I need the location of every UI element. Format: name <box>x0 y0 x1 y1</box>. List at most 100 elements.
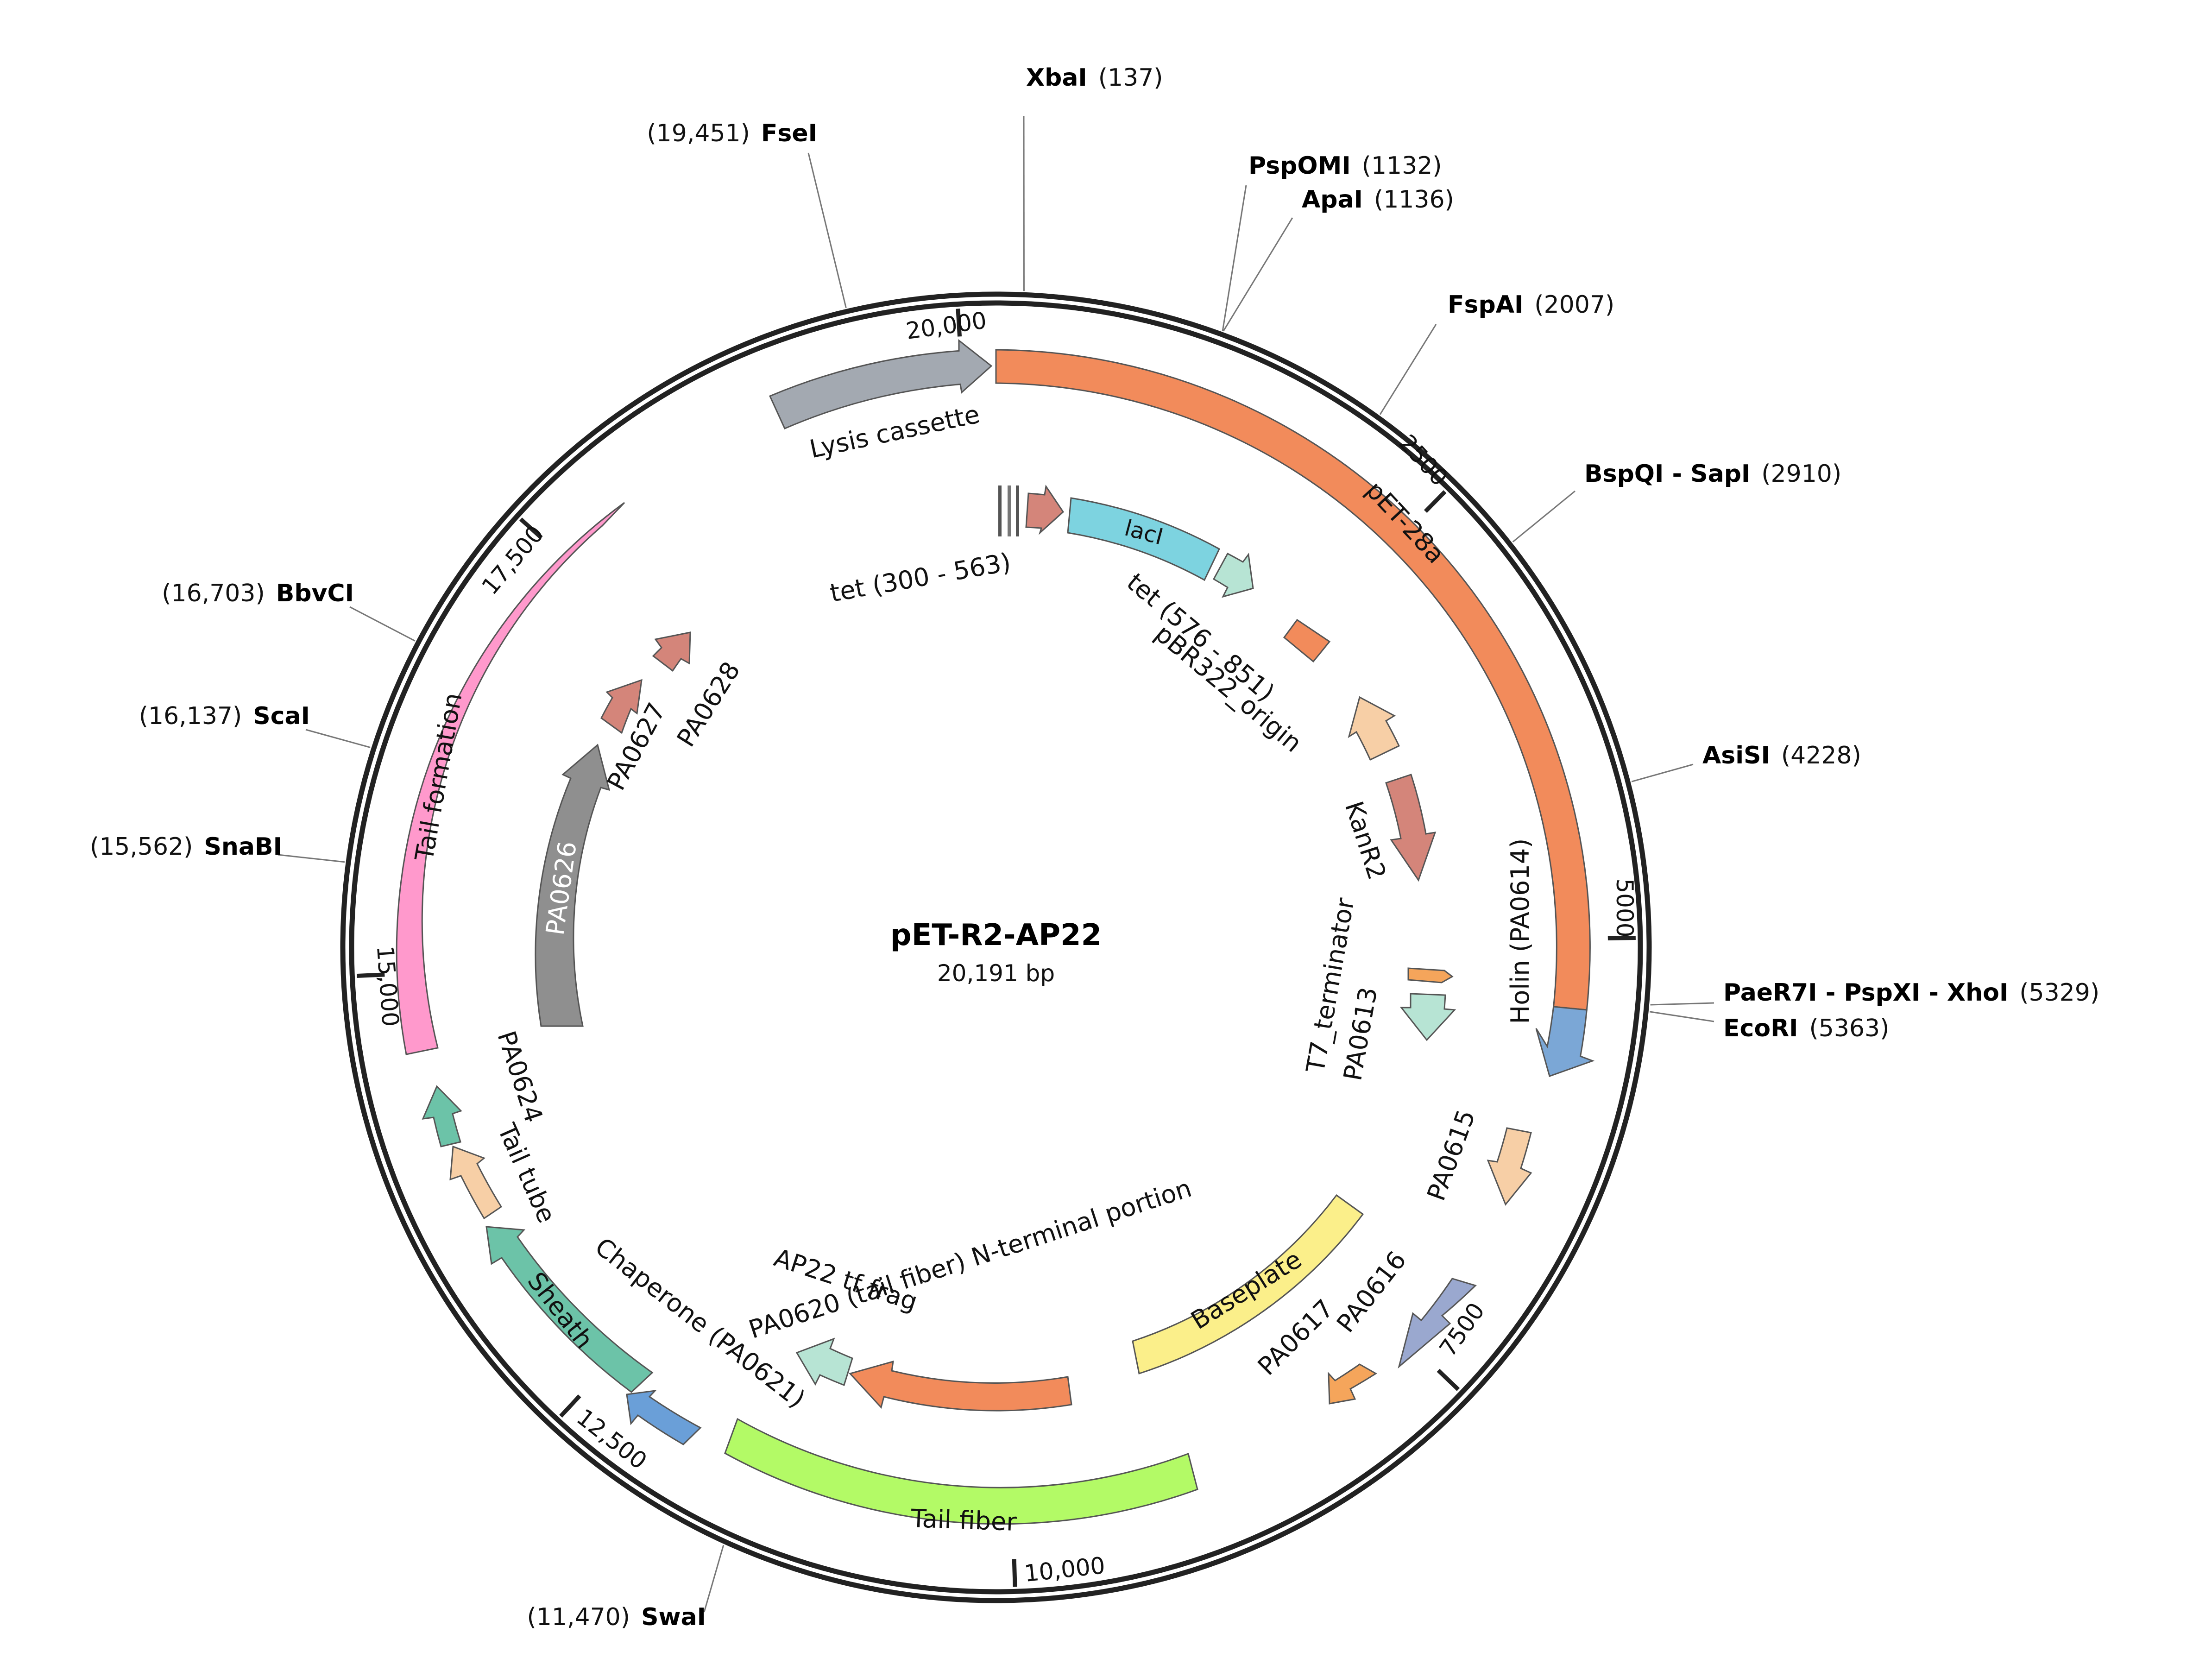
feature-holin[interactable] <box>1535 1006 1595 1077</box>
feature-tail-fiber[interactable] <box>724 1418 1198 1525</box>
restriction-site-label[interactable]: (11,470) SwaI <box>527 1603 706 1631</box>
label-holin: Holin (PA0614) <box>1506 838 1535 1024</box>
feature-pa0617[interactable] <box>1328 1363 1377 1405</box>
label-tail-formation: Tail formation <box>410 691 468 864</box>
feature-baseplate[interactable] <box>1132 1194 1364 1374</box>
site-name: EcoRI <box>1723 1015 1798 1042</box>
restriction-site-label[interactable]: (15,562) SnaBI <box>90 833 282 861</box>
feature-t7-terminator[interactable] <box>1407 967 1454 983</box>
backbone-outer <box>340 291 1652 1603</box>
feature-ap22-tf-frag[interactable] <box>795 1337 853 1386</box>
site-position: (137) <box>1098 64 1163 92</box>
feature-sheath[interactable] <box>485 1226 654 1393</box>
tick-label: 5000 <box>1611 878 1638 937</box>
site-leader-line <box>1631 763 1694 782</box>
restriction-site-label[interactable]: FspAI (2007) <box>1448 291 1614 319</box>
restriction-site-label[interactable]: ApaI (1136) <box>1302 186 1454 214</box>
restriction-site-label[interactable]: (16,137) ScaI <box>139 702 310 730</box>
site-name: XbaI <box>1026 64 1087 92</box>
restriction-site-label[interactable]: AsiSI (4228) <box>1702 742 1861 769</box>
label-kanr2: KanR2 <box>1339 798 1392 883</box>
site-name: BbvCI <box>276 580 354 607</box>
feature-layer <box>396 339 1595 1525</box>
tick-mark-small-3 <box>1016 485 1019 536</box>
site-name: PaeR7I - PspXI - XhoI <box>1723 979 2008 1007</box>
label-tet-300-563: tet (300 - 563) <box>828 547 1013 608</box>
site-name: PspOMI <box>1248 152 1351 180</box>
feature-pa0628[interactable] <box>652 631 691 672</box>
feature-tet-300-563[interactable] <box>1025 485 1064 535</box>
feature-pa0624[interactable] <box>422 1085 462 1147</box>
tick-mark <box>1424 490 1447 513</box>
feature-laci[interactable] <box>1067 497 1220 581</box>
label-pa0624: PA0624 <box>492 1028 548 1126</box>
restriction-site-label[interactable]: (16,703) BbvCI <box>162 580 354 607</box>
label-tet-576-851: tet (576 - 851) <box>1121 567 1280 707</box>
feature-tail-tube[interactable] <box>449 1145 503 1220</box>
site-name: ScaI <box>253 702 310 730</box>
restriction-site-label[interactable]: XbaI (137) <box>1026 64 1163 92</box>
tick-label: 15,000 <box>372 945 404 1028</box>
feature-tail-formation[interactable] <box>396 502 625 1055</box>
site-position: (4228) <box>1781 742 1861 769</box>
backbone-inner <box>349 300 1643 1595</box>
site-position: (16,703) <box>162 580 265 607</box>
tick-mark <box>1437 1368 1460 1391</box>
feature-pa0627[interactable] <box>600 679 643 734</box>
feature-pa0620[interactable] <box>849 1360 1072 1412</box>
restriction-site-label[interactable]: BspQI - SapI (2910) <box>1584 460 1841 488</box>
site-name: SwaI <box>641 1603 706 1631</box>
site-leader-line <box>349 606 416 642</box>
site-name: ApaI <box>1302 186 1363 214</box>
tick-mark-small-2 <box>1008 485 1011 536</box>
feature-pet28a[interactable] <box>995 349 1591 1011</box>
restriction-site-label[interactable]: PaeR7I - PspXI - XhoI (5329) <box>1723 979 2099 1007</box>
site-position: (19,451) <box>647 120 750 147</box>
label-tail-tube: Tail tube <box>492 1119 561 1227</box>
feature-lysis-cassette[interactable] <box>769 339 993 429</box>
label-pa0616: PA0616 <box>1331 1246 1412 1338</box>
tick-mark <box>357 972 385 978</box>
site-position: (11,470) <box>527 1603 630 1631</box>
site-position: (5363) <box>1809 1015 1889 1042</box>
site-leader-line <box>1512 490 1575 542</box>
site-position: (5329) <box>2019 979 2099 1007</box>
site-leader-line <box>305 729 371 748</box>
feature-pa0613[interactable] <box>1399 993 1456 1041</box>
tick-mark-small-1 <box>998 485 1002 536</box>
site-name: AsiSI <box>1702 742 1770 769</box>
site-name: SnaBI <box>204 833 282 861</box>
tick-mark <box>559 1394 581 1418</box>
feature-pa0626[interactable] <box>535 744 611 1027</box>
label-pa0615: PA0615 <box>1421 1106 1481 1204</box>
label-pa0628: PA0628 <box>671 656 746 752</box>
site-leader-line <box>1379 324 1437 415</box>
feature-orange-segment[interactable] <box>1348 696 1400 761</box>
label-tail-fiber: Tail fiber <box>910 1504 1018 1537</box>
tick-mark <box>1012 1559 1017 1587</box>
site-position: (2007) <box>1534 291 1614 319</box>
site-leader-line <box>277 854 345 863</box>
site-name: FseI <box>761 120 817 147</box>
site-leader-line <box>807 152 847 308</box>
plasmid-length: 20,191 bp <box>937 960 1055 987</box>
feature-pbr322-origin[interactable] <box>1283 618 1331 663</box>
site-leader-line <box>1650 1002 1714 1006</box>
site-leader-line <box>1222 185 1247 331</box>
restriction-site-label[interactable]: (19,451) FseI <box>647 120 817 147</box>
feature-pa0616[interactable] <box>1398 1278 1477 1369</box>
restriction-site-label[interactable]: EcoRI (5363) <box>1723 1015 1889 1042</box>
feature-chaperone[interactable] <box>626 1389 702 1445</box>
label-pa0613: PA0613 <box>1338 985 1383 1083</box>
restriction-site-label[interactable]: PspOMI (1132) <box>1248 152 1442 180</box>
site-position: (16,137) <box>139 702 242 730</box>
site-leader-line <box>1223 217 1293 332</box>
site-leader-line <box>703 1545 725 1613</box>
feature-kanr2[interactable] <box>1385 774 1437 882</box>
feature-pa0615[interactable] <box>1487 1127 1532 1206</box>
site-layer: XbaI (137) PspOMI (1132) ApaI (1136) FspAI (200… <box>90 64 2099 1631</box>
site-position: (2910) <box>1761 460 1841 488</box>
feature-tet-576-851[interactable] <box>1212 552 1254 598</box>
site-name: BspQI - SapI <box>1584 460 1750 488</box>
